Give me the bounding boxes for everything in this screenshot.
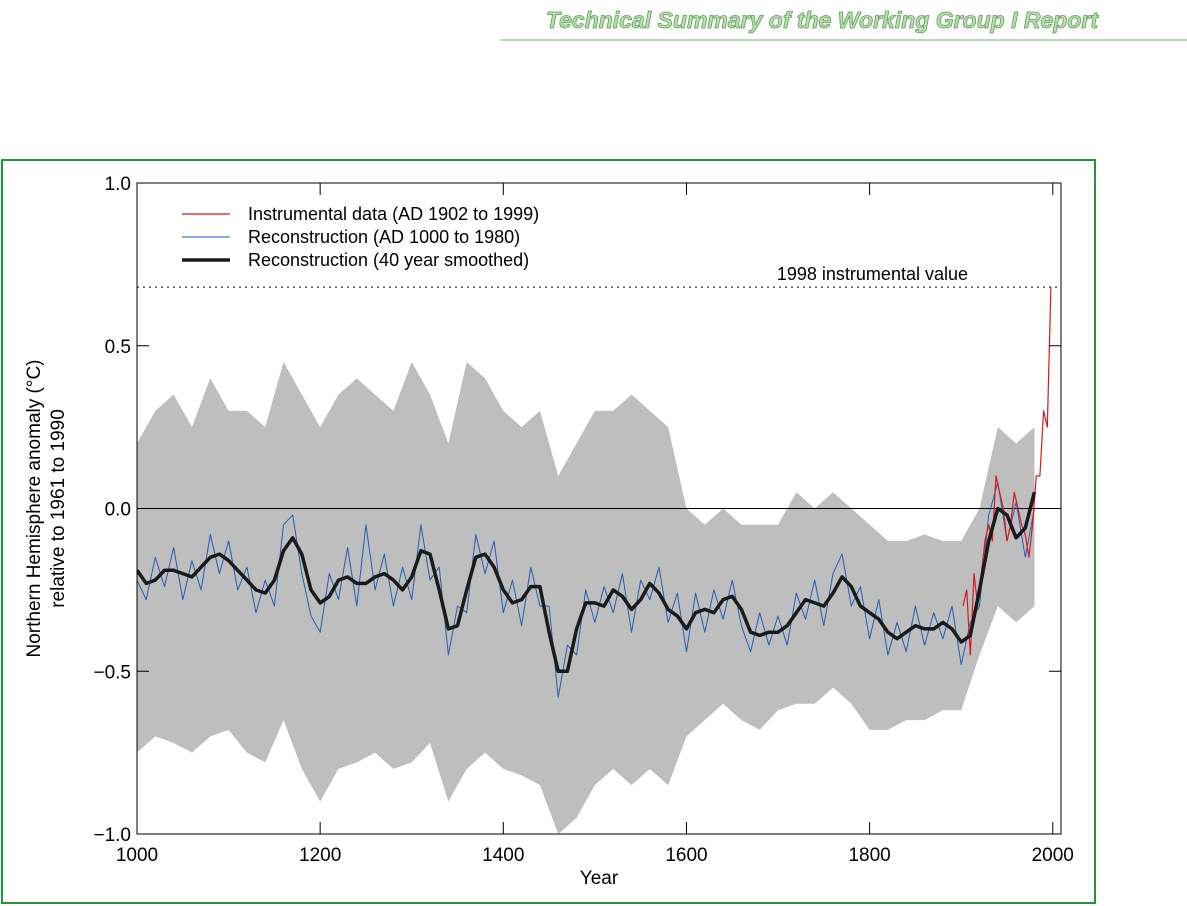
legend-label: Reconstruction (40 year smoothed) bbox=[248, 250, 529, 270]
x-tick-label: 1600 bbox=[665, 845, 707, 866]
figure-frame bbox=[1, 159, 1096, 904]
uncertainty-band bbox=[137, 362, 1035, 834]
x-tick-label: 1400 bbox=[482, 845, 524, 866]
x-tick-label: 1200 bbox=[299, 845, 341, 866]
legend-label: Reconstruction (AD 1000 to 1980) bbox=[248, 227, 520, 247]
y-tick-label: 1.0 bbox=[105, 174, 131, 195]
series-line bbox=[137, 491, 1037, 674]
reference-label: 1998 instrumental value bbox=[777, 264, 968, 284]
legend-label: Instrumental data (AD 1902 to 1999) bbox=[248, 204, 539, 224]
header-title: Technical Summary of the Working Group I… bbox=[546, 7, 1099, 33]
y-tick-label: 0.5 bbox=[105, 337, 131, 358]
y-axis-label: Northern Hemisphere anomaly (°C) bbox=[24, 360, 45, 658]
x-tick-label: 1800 bbox=[848, 845, 890, 866]
y-axis-label: relative to 1961 to 1990 bbox=[48, 409, 69, 608]
x-axis-label: Year bbox=[580, 868, 619, 889]
x-tick-label: 1000 bbox=[116, 845, 158, 866]
y-tick-label: −1.0 bbox=[93, 825, 131, 846]
y-tick-label: 0.0 bbox=[105, 500, 131, 521]
y-tick-label: −0.5 bbox=[93, 662, 131, 683]
series-line bbox=[137, 482, 1035, 698]
x-tick-label: 2000 bbox=[1032, 845, 1074, 866]
